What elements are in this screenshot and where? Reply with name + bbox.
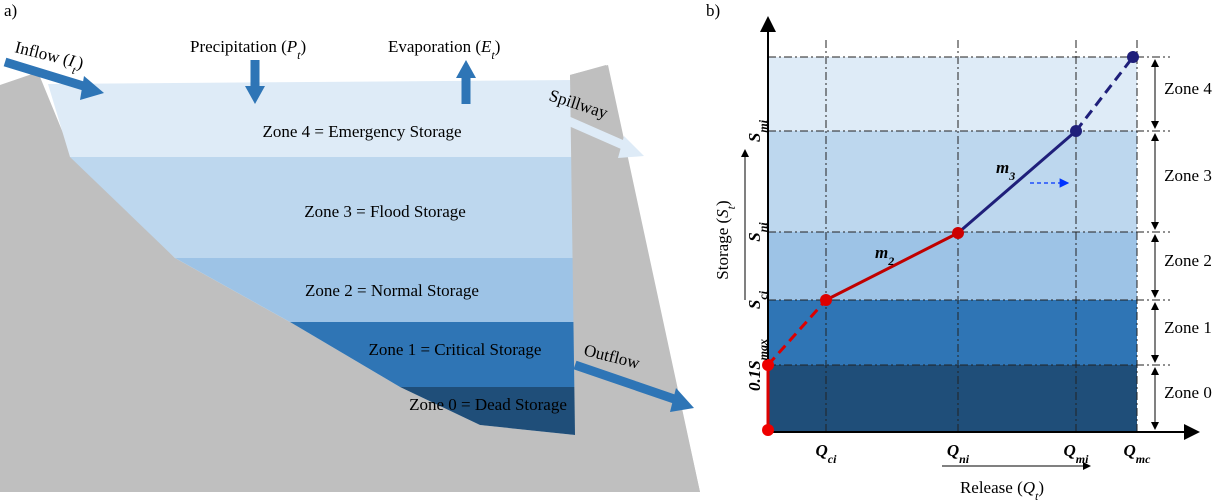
- text-part: Q: [1023, 478, 1035, 497]
- zone-1: [768, 300, 1137, 365]
- text-part: 0.1S: [745, 360, 764, 391]
- precipitation-label: Precipitation (Pt): [190, 37, 306, 62]
- evaporation-label: Evaporation (Et): [388, 37, 500, 62]
- panel-b: [741, 16, 1200, 470]
- point: [762, 424, 774, 436]
- text-part: 2: [887, 254, 894, 268]
- zone-3: [70, 157, 575, 258]
- y-tick-label: Sci: [745, 290, 770, 309]
- zone-0: [768, 365, 1137, 432]
- zone-label: Zone 4 = Emergency Storage: [262, 122, 461, 141]
- outflow-arrow: [573, 360, 682, 406]
- zone-1: [290, 322, 575, 387]
- zone-label: Zone 2: [1164, 251, 1212, 270]
- zone-label: Zone 3: [1164, 166, 1212, 185]
- text-part: ): [1038, 478, 1044, 497]
- x-tick-label: Qni: [947, 441, 970, 466]
- text-part: Q: [1064, 441, 1076, 460]
- text-part: t: [1035, 489, 1039, 502]
- outflow-arrowhead: [670, 388, 694, 412]
- y-tick-label: 0.1Smax: [745, 339, 770, 391]
- spill-arrow: [546, 107, 632, 153]
- text-part: Storage (: [713, 218, 732, 280]
- text-part: t: [491, 48, 495, 62]
- text-part: ): [495, 37, 501, 56]
- text-part: ): [301, 37, 307, 56]
- y-tick-label: Sni: [745, 222, 770, 242]
- precip-arrowhead: [245, 86, 265, 104]
- curve-navy: [957, 129, 1077, 235]
- inflow-arrow: [3, 57, 92, 93]
- slope-label: m2: [875, 243, 894, 268]
- curve-red: [825, 231, 959, 302]
- zone-0: [400, 387, 575, 435]
- text-part: t: [724, 205, 738, 209]
- text-part: mi: [1076, 452, 1089, 466]
- panel-label: a): [4, 1, 17, 20]
- zone-label: Zone 1 = Critical Storage: [369, 340, 542, 359]
- slope-label: m3: [996, 158, 1015, 183]
- point: [1070, 125, 1082, 137]
- y-axis-label: Storage (St): [713, 200, 738, 279]
- text-part: m: [875, 243, 888, 262]
- panel-label: b): [706, 1, 720, 20]
- point: [762, 359, 774, 371]
- text-part: S: [745, 300, 764, 309]
- point: [820, 294, 832, 306]
- x-tick-label: Qmc: [1124, 441, 1152, 466]
- text-part: 3: [1008, 169, 1015, 183]
- panel-a: [0, 57, 700, 492]
- inflow-arrowhead: [80, 76, 104, 100]
- zone-label: Zone 2 = Normal Storage: [305, 281, 479, 300]
- text-part: S: [745, 232, 764, 241]
- x-tick-label: Qmi: [1064, 441, 1090, 466]
- text-part: m: [996, 158, 1009, 177]
- text-part: ni: [756, 222, 770, 233]
- text-part: ): [713, 200, 732, 206]
- text-part: P: [286, 37, 297, 56]
- text-part: E: [480, 37, 492, 56]
- text-part: Q: [1124, 441, 1136, 460]
- zone-4: [48, 80, 575, 157]
- zone-label: Zone 0 = Dead Storage: [409, 395, 567, 414]
- zone-2: [768, 232, 1137, 300]
- text-part: Evaporation (: [388, 37, 481, 56]
- x-tick-label: Qci: [816, 441, 838, 466]
- terrain: [0, 65, 700, 492]
- grid: [768, 40, 1170, 432]
- zone-3: [768, 131, 1137, 232]
- text-part: Release (: [960, 478, 1023, 497]
- point: [1127, 51, 1139, 63]
- text-part: ): [75, 53, 85, 73]
- text-part: Precipitation (: [190, 37, 287, 56]
- zone-label: Zone 1: [1164, 318, 1212, 337]
- text-part: Q: [816, 441, 828, 460]
- y-tick-label: Smi: [745, 119, 770, 142]
- zone-label: Zone 4: [1164, 79, 1212, 98]
- curve-red-dashed: [766, 299, 828, 366]
- text-part: ci: [828, 452, 837, 466]
- dam: [570, 65, 700, 492]
- spill-arrowhead: [618, 136, 644, 158]
- text-part: S: [713, 209, 732, 218]
- text-part: S: [745, 133, 764, 142]
- text-part: Q: [947, 441, 959, 460]
- zone-label: Zone 0: [1164, 383, 1212, 402]
- text-part: mi: [756, 119, 770, 132]
- x-axis-label: Release (Qt): [960, 478, 1044, 502]
- zone-4: [768, 57, 1137, 131]
- text-part: t: [71, 63, 78, 78]
- text-part: ni: [959, 452, 970, 466]
- zone-label: Zone 3 = Flood Storage: [304, 202, 466, 221]
- text-part: ci: [756, 290, 770, 299]
- text-part: t: [297, 48, 301, 62]
- text-part: mc: [1136, 452, 1151, 466]
- evap-arrowhead: [456, 60, 476, 78]
- zone-2: [175, 258, 575, 322]
- text-part: max: [756, 339, 770, 360]
- point: [952, 227, 964, 239]
